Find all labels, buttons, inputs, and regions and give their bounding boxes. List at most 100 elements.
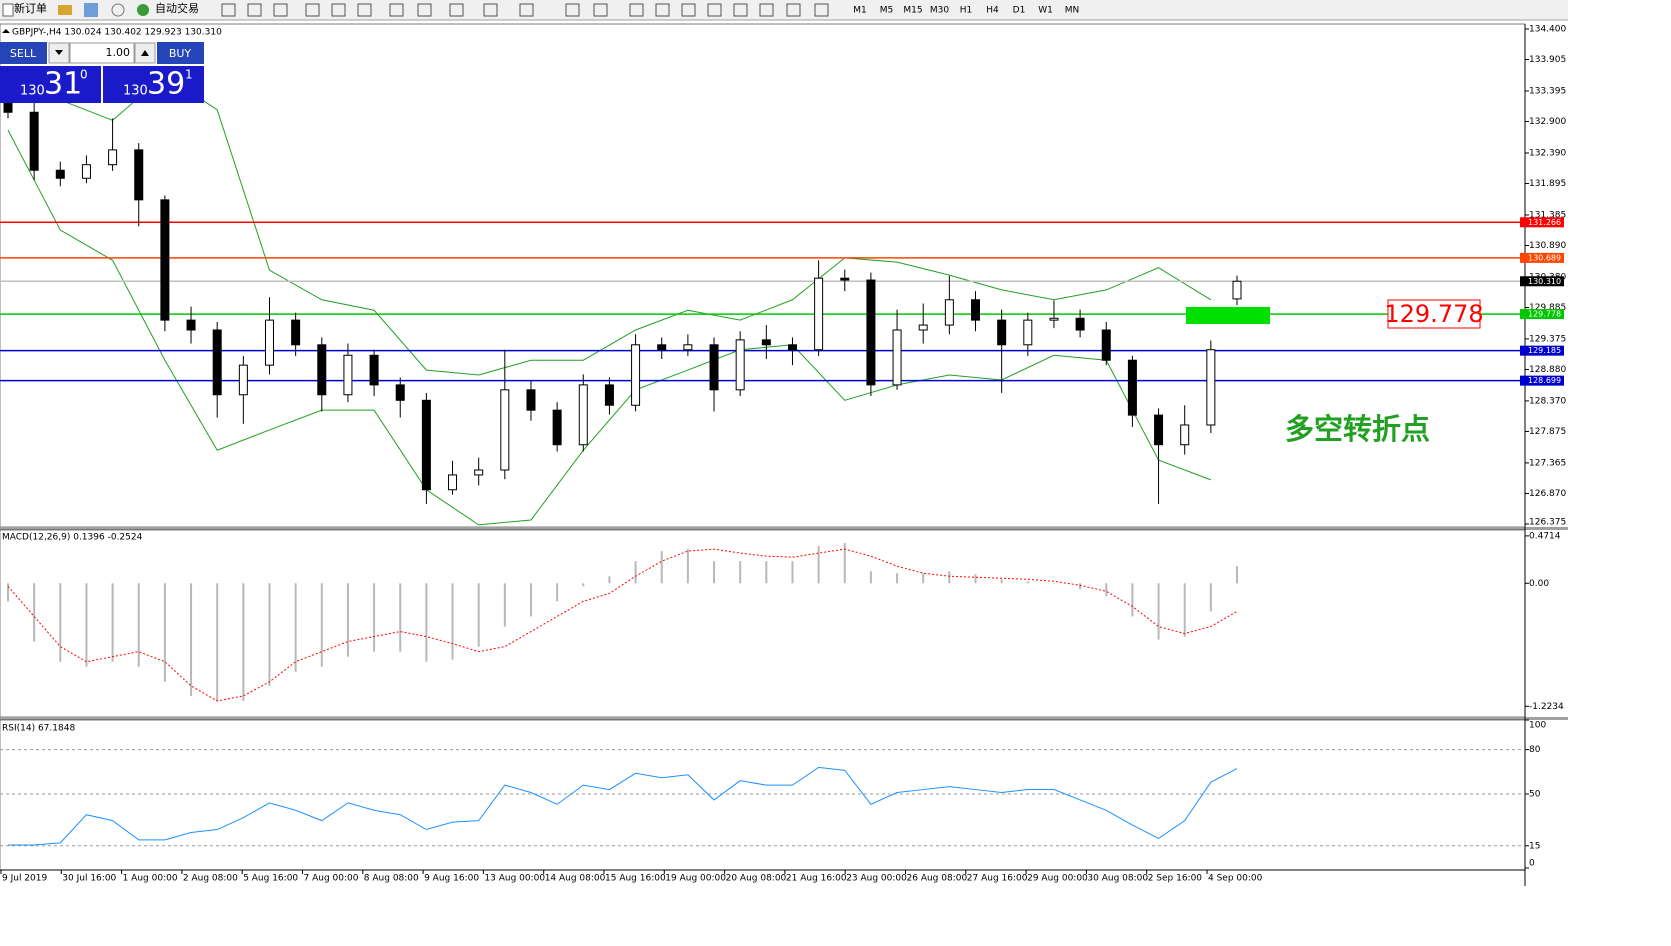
candle-body [1127,359,1137,416]
macd-bar [85,583,88,667]
timeframes: M1 M5 M15 M30 H1 H4 D1 W1 MN [853,6,1079,16]
macd-bar [190,583,193,696]
ask-main: 39 [147,67,185,102]
timeframe[interactable]: M30 [930,6,949,16]
candle-body [29,111,39,171]
level-tag [1520,309,1564,320]
toolbar-icon[interactable] [786,3,801,17]
icon[interactable] [137,4,149,16]
y-tick-label: 100 [1529,721,1546,731]
y-tick-label: 129.885 [1529,303,1566,313]
macd-bar [216,583,219,701]
x-tick-label: 8 Aug 08:00 [364,874,419,884]
macd-bar [1157,583,1160,640]
buy-button[interactable] [157,42,204,64]
candle-body [238,364,248,396]
x-tick-label: 30 Aug 08:00 [1087,874,1148,884]
toolbar-icon[interactable] [629,3,644,17]
candle-body [918,324,928,331]
macd-bar [817,546,820,584]
sell-label[interactable]: SELL [10,47,37,60]
timeframe[interactable]: H4 [986,6,999,16]
candle-body [134,149,144,201]
toolbar-icon[interactable] [417,3,432,17]
toolbar-icon[interactable] [707,3,722,17]
new-order[interactable]: 新订单 [14,1,47,15]
candle-body [55,169,65,179]
y-tick-label: -1.2234 [1529,702,1564,712]
icon[interactable] [58,5,72,15]
candle-body [631,344,641,406]
toolbar-icon[interactable] [449,3,464,17]
toolbar-icon[interactable] [565,3,580,17]
toolbar-icon[interactable] [357,3,372,17]
macd-bar [1026,581,1029,584]
macd-bar [33,583,36,642]
level-tag [1520,345,1564,356]
separator [0,527,1568,530]
toolbar-icon[interactable] [483,3,498,17]
macd-bar [1105,583,1108,597]
timeframe[interactable]: M15 [903,6,922,16]
timeframe[interactable]: M5 [880,6,894,16]
icon[interactable] [84,3,98,17]
macd-bar [869,571,872,584]
toolbar-icon[interactable] [733,3,748,17]
bid-small: 0 [80,68,88,82]
candle-body [1023,319,1033,346]
icon[interactable] [111,3,125,17]
lots-input[interactable] [69,42,135,64]
auto-trading[interactable]: 自动交易 [155,1,199,15]
macd-bar [974,574,977,584]
toolbar-icon[interactable] [389,3,404,17]
bollinger-upper [7,74,1212,376]
y-tick-label: 133.395 [1529,86,1566,96]
toolbar-icon[interactable] [655,3,670,17]
timeframe[interactable]: MN [1065,6,1080,16]
x-tick-label: 2 Sep 16:00 [1148,874,1203,884]
timeframe[interactable]: H1 [960,6,973,16]
sell-button[interactable] [0,42,47,64]
y-tick-label: 126.375 [1529,518,1566,528]
toolbar-icons [221,3,829,17]
level-label: 129.778 [1528,310,1561,319]
timeframe[interactable]: D1 [1013,6,1026,16]
toolbar-icon[interactable] [247,3,262,17]
toolbar-icon[interactable] [814,3,829,17]
candle-body [814,277,824,351]
toolbar-icon[interactable] [759,3,774,17]
y-tick-label: 50 [1529,790,1541,800]
toolbar-icon[interactable] [681,3,696,17]
toolbar-icon[interactable] [331,3,346,17]
ask-box[interactable] [103,66,204,103]
x-tick-label: 2 Aug 08:00 [183,874,238,884]
macd-bar [137,583,140,667]
y-tick-label: 80 [1529,745,1541,755]
macd-bar [686,549,689,584]
arrow [141,50,149,56]
buy-label[interactable]: BUY [169,47,192,60]
bid-box[interactable] [0,66,101,103]
candle-body [500,389,510,471]
toolbar-icon[interactable] [305,3,320,17]
x-tick-label: 23 Aug 00:00 [846,874,907,884]
x-tick-label: 4 Sep 00:00 [1208,874,1263,884]
candle-body [264,319,274,366]
toolbar-icon[interactable] [221,3,236,17]
macd-bar [608,576,611,584]
x-tick-label: 21 Aug 16:00 [786,874,847,884]
level-label: 130.689 [1528,253,1561,262]
candle-body [1049,317,1059,321]
toolbar-icon[interactable] [593,3,608,17]
timeframe[interactable]: M1 [853,6,867,16]
timeframe[interactable]: W1 [1038,6,1053,16]
plots: 134.400 133.905 133.395 132.900 132.390 131.8… [0,25,1566,884]
y-tick-label: 128.370 [1529,396,1566,406]
bollinger-lower [7,129,1212,526]
x-tick-label: 9 Aug 16:00 [424,874,479,884]
toolbar-icon[interactable] [519,3,534,17]
level-label: 131.266 [1528,218,1561,227]
icon[interactable] [2,3,14,17]
lots-value[interactable]: 1.00 [106,46,131,59]
toolbar-icon[interactable] [273,3,288,17]
